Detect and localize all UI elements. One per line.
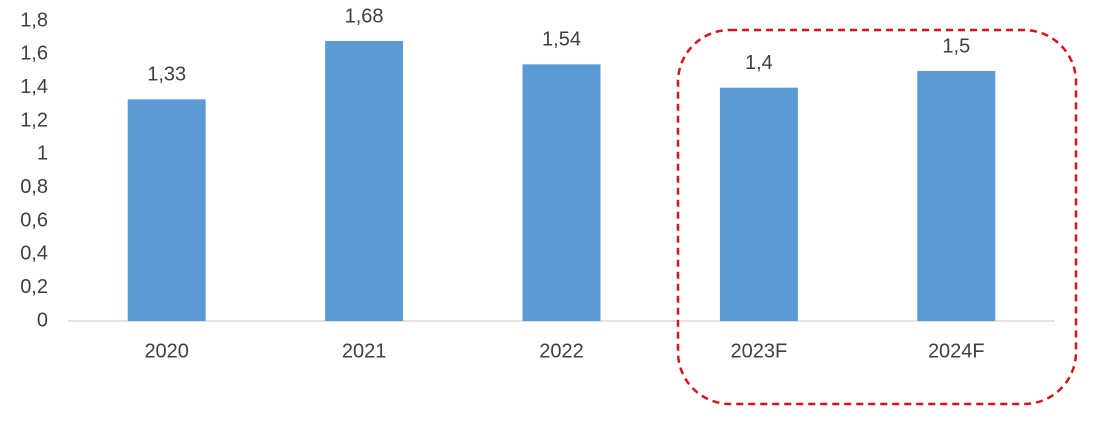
bar [127, 99, 206, 321]
y-tick-label: 1,2 [20, 109, 48, 131]
y-tick-label: 0,2 [20, 276, 48, 298]
x-tick-label: 2023F [731, 340, 788, 362]
y-tick-label: 1,8 [20, 9, 48, 31]
y-tick-label: 0 [37, 309, 48, 331]
y-tick-label: 1 [37, 143, 48, 165]
y-tick-label: 1,4 [20, 76, 48, 98]
y-tick-label: 0,4 [20, 243, 48, 265]
data-label: 1,33 [147, 64, 186, 86]
x-tick-label: 2024F [928, 340, 985, 362]
data-label: 1,68 [345, 5, 384, 27]
bar [917, 71, 996, 321]
bar [325, 41, 404, 321]
y-tick-label: 0,6 [20, 209, 48, 231]
forecast-highlight [676, 28, 1078, 406]
y-tick-label: 0,8 [20, 176, 48, 198]
bar [522, 64, 601, 321]
data-label: 1,5 [942, 35, 970, 57]
data-label: 1,54 [542, 29, 581, 51]
x-tick-label: 2021 [342, 340, 387, 362]
y-tick-label: 1,6 [20, 43, 48, 65]
x-tick-label: 2020 [144, 340, 189, 362]
x-tick-label: 2022 [539, 340, 584, 362]
bar [719, 87, 798, 322]
data-label: 1,4 [745, 52, 773, 74]
